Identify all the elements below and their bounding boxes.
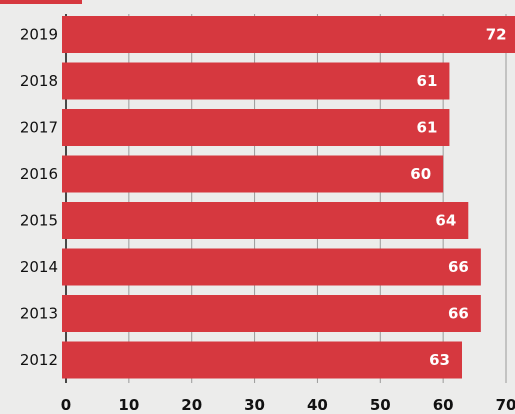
bar-value-label-2015: 64 <box>435 212 456 230</box>
x-tick-label-0: 0 <box>61 396 71 414</box>
x-tick-label-60: 60 <box>433 396 454 414</box>
bar-value-label-2013: 66 <box>448 305 469 323</box>
bar-2015 <box>62 202 469 239</box>
bar-2019 <box>62 16 515 53</box>
bar-2013 <box>62 295 481 332</box>
bar-value-label-2017: 61 <box>417 119 438 137</box>
y-tick-label-2013: 2013 <box>20 305 58 323</box>
y-tick-label-2012: 2012 <box>20 351 58 369</box>
x-tick-label-50: 50 <box>370 396 391 414</box>
x-tick-label-30: 30 <box>244 396 265 414</box>
bar-value-label-2019: 72 <box>486 26 507 44</box>
x-tick-label-20: 20 <box>181 396 202 414</box>
y-tick-label-2015: 2015 <box>20 212 58 230</box>
y-tick-label-2018: 2018 <box>20 72 58 90</box>
y-tick-labels: 2019 2018 2017 2016 2015 2014 2013 2012 <box>20 26 58 370</box>
x-tick-label-70: 70 <box>496 396 515 414</box>
x-tick-label-10: 10 <box>118 396 139 414</box>
bar-2012 <box>62 341 462 379</box>
y-tick-label-2016: 2016 <box>20 165 58 183</box>
bar-value-label-2018: 61 <box>417 72 438 90</box>
x-tick-label-40: 40 <box>307 396 328 414</box>
y-tick-label-2019: 2019 <box>20 26 58 44</box>
bar-2018 <box>62 62 450 100</box>
bars: 72 61 61 60 64 66 66 63 <box>62 16 515 379</box>
y-tick-label-2014: 2014 <box>20 258 58 276</box>
bar-value-label-2016: 60 <box>410 165 431 183</box>
x-tick-labels: 0 10 20 30 40 50 60 70 <box>61 396 515 414</box>
bar-2017 <box>62 109 450 146</box>
top-edge-accent <box>0 0 82 4</box>
bar-2014 <box>62 248 481 286</box>
bar-2016 <box>62 155 444 193</box>
bar-value-label-2012: 63 <box>429 351 450 369</box>
bar-value-label-2014: 66 <box>448 258 469 276</box>
y-tick-label-2017: 2017 <box>20 119 58 137</box>
